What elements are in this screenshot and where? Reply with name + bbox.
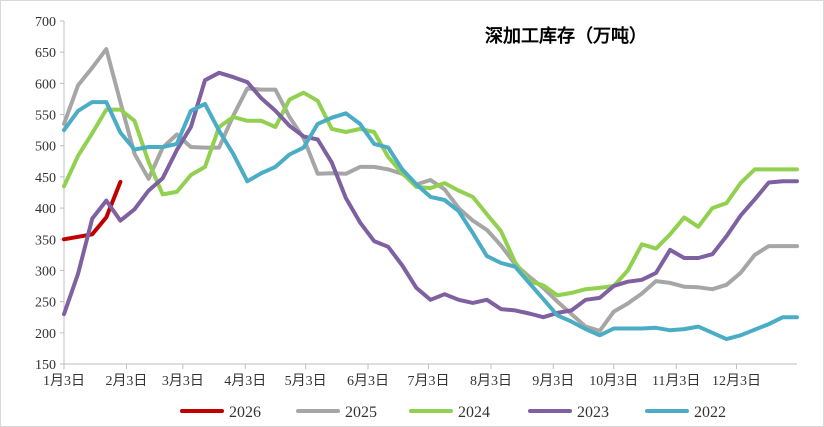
x-tick-label: 8月3日: [470, 373, 512, 389]
x-tick-label: 1月3日: [43, 373, 85, 389]
x-tick-label: 5月3日: [285, 373, 327, 389]
y-tick-label: 550: [35, 109, 56, 124]
series-line-2024: [62, 90, 799, 298]
y-tick-label: 200: [35, 327, 56, 342]
legend-label-2022: 2022: [694, 404, 726, 421]
y-tick-label: 350: [35, 233, 56, 248]
y-tick-label: 300: [35, 264, 56, 279]
y-tick-label: 150: [35, 358, 56, 373]
y-tick-label: 600: [35, 77, 56, 92]
legend-label-2025: 2025: [345, 404, 377, 421]
axis-layer: 150 200 250 300 350 400 450 500 550 600 650 700 1月3日…: [35, 15, 797, 389]
legend-label-2026: 2026: [229, 404, 261, 421]
chart-title: 深加工库存（万吨）: [485, 25, 647, 47]
y-tick-label: 500: [35, 140, 56, 155]
x-tick-label: 4月3日: [224, 373, 266, 389]
y-tick-label: 400: [35, 202, 56, 217]
series-layer: [62, 47, 799, 342]
x-tick-label: 2月3日: [105, 373, 147, 389]
x-tick-label: 7月3日: [408, 373, 450, 389]
y-tick-label: 650: [35, 46, 56, 61]
chart-legend: 2026 2025 2024 2023 2022: [180, 404, 726, 421]
series-line-2025: [62, 47, 799, 333]
series-line-2022: [62, 100, 799, 342]
x-tick-label: 10月3日: [589, 373, 638, 389]
y-tick-label: 450: [35, 171, 56, 186]
y-tick-label: 250: [35, 296, 56, 311]
legend-label-2024: 2024: [458, 404, 490, 421]
y-tick-label: 700: [35, 15, 56, 30]
series-line-2026: [62, 179, 123, 242]
legend-label-2023: 2023: [577, 404, 609, 421]
x-tick-label: 6月3日: [347, 373, 389, 389]
x-tick-label: 3月3日: [162, 373, 204, 389]
x-tick-label: 9月3日: [532, 373, 574, 389]
series-line-2023: [62, 70, 799, 320]
x-tick-label: 11月3日: [652, 373, 700, 389]
x-tick-label: 12月3日: [712, 373, 761, 389]
